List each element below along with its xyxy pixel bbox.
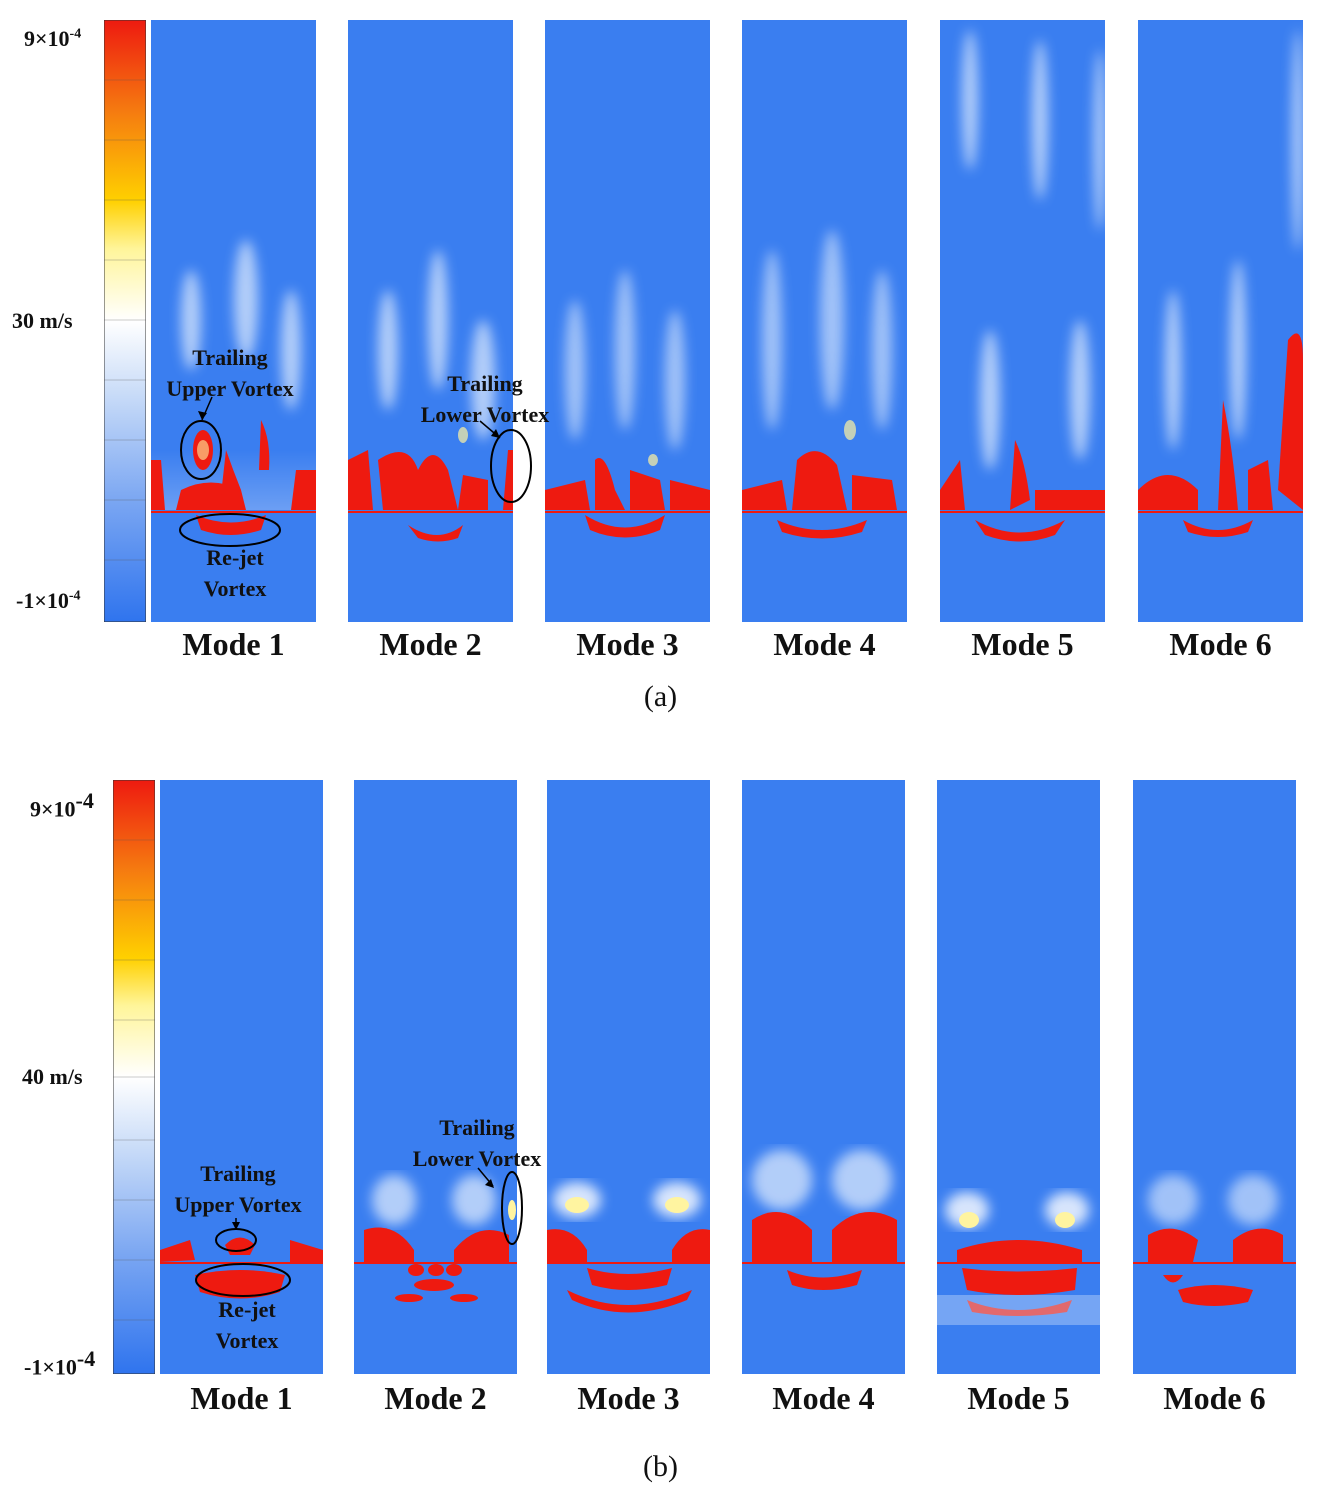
panel-a-mode-6 xyxy=(1138,20,1303,622)
mode-label-a-4: Mode 4 xyxy=(773,626,876,662)
annotation-b-trailing-upper-vortex: Trailing Upper Vortex xyxy=(174,1161,302,1217)
panel-b-mode-3 xyxy=(547,780,710,1374)
mode-label-a-5: Mode 5 xyxy=(971,626,1074,662)
annotation-b-trailing-lower-vortex: Trailing Lower Vortex xyxy=(412,1115,542,1171)
colorbar-b-min-label: -1×10-4 xyxy=(24,1346,96,1380)
colorbar-a-mid-label: 30 m/s xyxy=(12,308,73,333)
panel-b-mode-4 xyxy=(742,780,905,1374)
mode-label-a-3: Mode 3 xyxy=(576,626,679,662)
annotation-a-trailing-upper-vortex: Trailing Upper Vortex xyxy=(166,345,294,401)
mode-label-a-1: Mode 1 xyxy=(182,626,285,662)
panel-a-mode-5 xyxy=(940,20,1105,622)
mode-label-a-2: Mode 2 xyxy=(379,626,482,662)
panel-a-mode-3 xyxy=(545,20,710,622)
panel-b-mode-5 xyxy=(937,780,1100,1374)
mode-label-a-6: Mode 6 xyxy=(1169,626,1272,662)
mode-label-b-4: Mode 4 xyxy=(772,1380,875,1416)
colorbar-a xyxy=(103,19,147,623)
panel-a-mode-1 xyxy=(151,20,316,622)
panel-b-mode-6 xyxy=(1133,780,1296,1374)
colorbar-b-max-label: 9×10-4 xyxy=(30,788,94,822)
subfigure-label-a: (a) xyxy=(643,680,678,713)
mode-label-b-2: Mode 2 xyxy=(384,1380,487,1416)
mode-label-b-1: Mode 1 xyxy=(190,1380,293,1416)
mode-label-b-3: Mode 3 xyxy=(577,1380,680,1416)
colorbar-a-max-label: 9×10-4 xyxy=(24,26,82,51)
panel-a-mode-4 xyxy=(742,20,907,622)
figure-a: 9×10-4 30 m/s -1×10-4 xyxy=(0,0,1321,740)
mode-label-b-5: Mode 5 xyxy=(967,1380,1070,1416)
panel-b-mode-1 xyxy=(160,780,323,1374)
annotation-b-rejet-vortex: Re-jet Vortex xyxy=(215,1297,279,1353)
panel-a-mode-2 xyxy=(348,20,513,622)
subfigure-label-b: (b) xyxy=(643,1450,678,1483)
annotation-a-trailing-lower-vortex: Trailing Lower Vortex xyxy=(420,371,550,427)
figure-b: 9×10-4 40 m/s -1×10-4 xyxy=(0,750,1321,1500)
annotation-a-rejet-vortex: Re-jet Vortex xyxy=(203,545,267,601)
mode-label-b-6: Mode 6 xyxy=(1163,1380,1266,1416)
panel-b-mode-2 xyxy=(354,780,517,1374)
colorbar-b xyxy=(112,779,156,1375)
colorbar-a-min-label: -1×10-4 xyxy=(16,588,81,613)
colorbar-b-mid-label: 40 m/s xyxy=(22,1064,83,1089)
